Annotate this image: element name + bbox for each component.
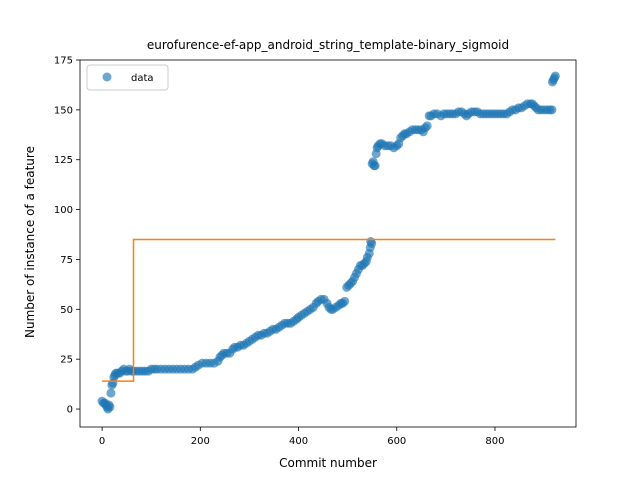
y-tick-label: 125	[54, 155, 73, 166]
x-axis-label: Commit number	[279, 456, 377, 470]
x-tick-label: 400	[289, 436, 308, 447]
sigmoid-fit-line	[102, 238, 556, 382]
data-point	[422, 121, 432, 131]
y-tick-label: 150	[54, 105, 73, 116]
chart-title: eurofurence-ef-app_android_string_templa…	[147, 38, 509, 52]
y-tick-label: 50	[60, 305, 73, 316]
axes-frame	[79, 59, 577, 428]
legend-box	[86, 64, 169, 91]
data-point	[367, 239, 377, 248]
data-point	[340, 296, 350, 306]
plot-area	[97, 71, 560, 414]
y-axis-label: Number of instance of a feature	[23, 146, 37, 338]
x-tick-label: 0	[99, 436, 105, 447]
legend-marker-data	[102, 72, 112, 82]
data-point	[547, 105, 557, 115]
data-point	[106, 388, 116, 398]
data-point	[550, 71, 560, 81]
x-axis: 0 200 400 600 800	[99, 427, 505, 447]
data-point	[370, 161, 380, 171]
legend: data	[86, 64, 169, 91]
data-point	[105, 402, 115, 412]
y-axis: 0 25 50 75 100 125 150 175	[54, 56, 80, 416]
y-tick-label: 25	[60, 355, 73, 366]
y-tick-label: 100	[54, 205, 73, 216]
x-tick-label: 600	[387, 436, 406, 447]
x-tick-label: 200	[191, 436, 210, 447]
legend-label-data: data	[131, 73, 154, 84]
x-tick-label: 800	[485, 436, 504, 447]
y-tick-label: 175	[54, 56, 73, 67]
y-tick-label: 75	[60, 255, 73, 266]
y-tick-label: 0	[67, 405, 73, 416]
